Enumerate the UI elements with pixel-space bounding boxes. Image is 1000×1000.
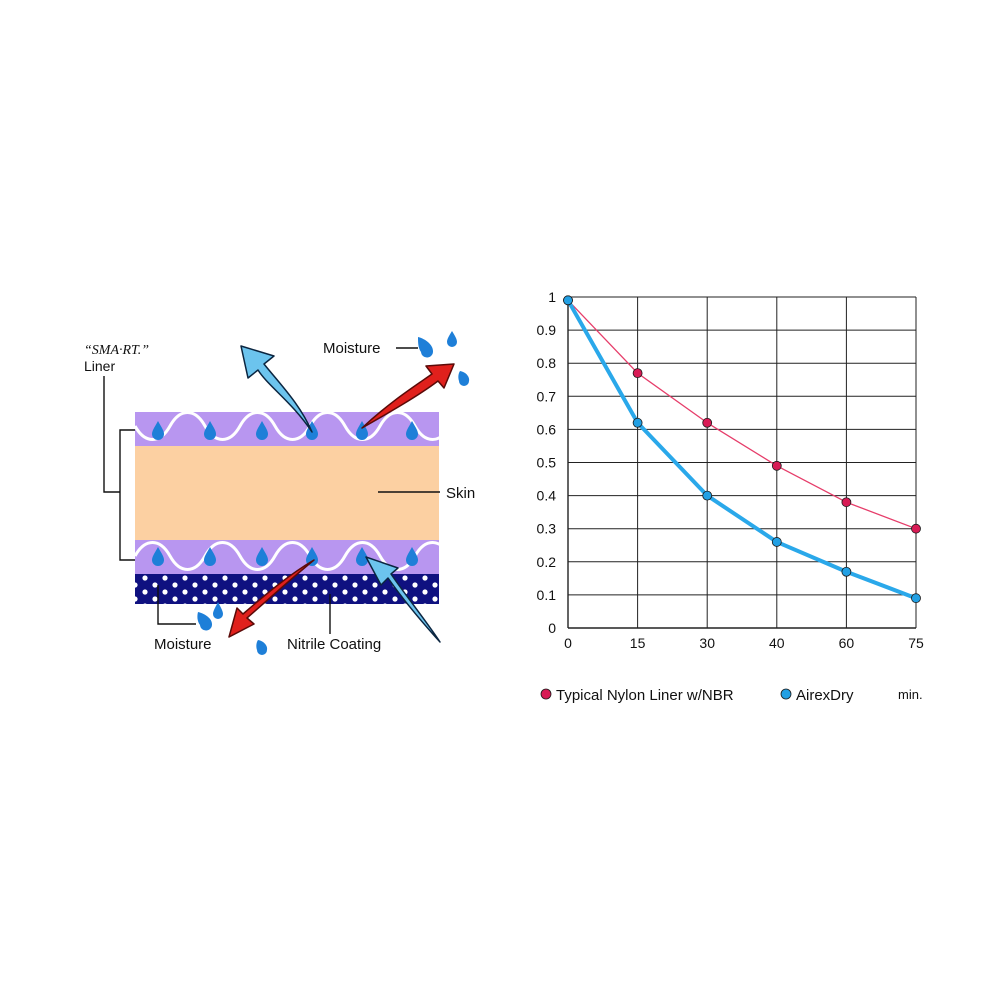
y-tick-label: 0.3 <box>537 521 557 537</box>
water-drop-icon <box>152 547 164 566</box>
x-tick-label: 0 <box>564 635 572 651</box>
water-drop-icon <box>458 371 470 386</box>
blue-arrow-up-left-icon <box>240 345 313 433</box>
data-point <box>632 368 643 379</box>
smart-liner-brand: “SMA·RT.” <box>84 343 149 358</box>
water-drop-icon <box>256 640 268 655</box>
water-drop-icon <box>213 602 223 619</box>
moisture-splash-top <box>418 331 470 386</box>
moisture-splash-bottom <box>197 602 268 655</box>
y-tick-label: 0.1 <box>537 587 557 603</box>
water-drop-icon <box>406 547 418 566</box>
x-axis-unit-label: min. <box>898 687 923 702</box>
leader-lines <box>103 347 440 634</box>
nitrile-coating-label: Nitrile Coating <box>287 636 381 653</box>
x-tick-label: 15 <box>630 635 646 651</box>
water-drop-icon <box>356 421 368 440</box>
red-arrow-down-left-icon <box>228 559 315 638</box>
data-point <box>702 490 713 501</box>
chart: 0 0.1 0.2 0.3 0.4 0.5 0.6 0.7 0.8 0.9 1 0 15 30 40 60 7… <box>537 289 924 704</box>
series-line <box>566 299 917 601</box>
blue-arrow-up-left-from-bottom-icon <box>365 556 441 643</box>
data-point <box>841 497 852 508</box>
x-tick-labels: 0 15 30 40 60 75 <box>564 635 924 651</box>
water-drop-icon <box>447 331 457 347</box>
smart-liner-bracket <box>103 376 120 493</box>
data-point <box>771 460 782 471</box>
water-drop-icon <box>418 337 434 358</box>
x-tick-label: 30 <box>699 635 715 651</box>
y-tick-label: 0.7 <box>537 388 557 404</box>
data-point <box>911 523 921 534</box>
legend-label: AirexDry <box>796 687 854 704</box>
water-drop-icon <box>306 547 318 566</box>
top-fiber-wave <box>135 412 439 441</box>
chart-grid <box>567 296 917 629</box>
y-tick-label: 0.5 <box>537 455 557 471</box>
x-tick-label: 60 <box>839 635 855 651</box>
water-drop-icon <box>406 421 418 440</box>
liner-bracket-right <box>119 429 135 561</box>
water-drop-icon <box>256 547 268 566</box>
x-tick-label: 40 <box>769 635 785 651</box>
data-point <box>911 593 921 604</box>
x-tick-label: 75 <box>908 635 924 651</box>
water-drop-icon <box>204 421 216 440</box>
y-tick-label: 0.8 <box>537 355 557 371</box>
moisture-top-label: Moisture <box>323 340 381 357</box>
water-drop-icon <box>197 612 213 631</box>
data-point <box>632 417 643 428</box>
water-drop-icon <box>356 547 368 566</box>
moisture-bottom-label: Moisture <box>154 636 212 653</box>
chart-legend: Typical Nylon Liner w/NBR AirexDry <box>540 687 854 704</box>
layer-diagram: “SMA·RT.” Liner Moisture Skin Moisture N… <box>84 331 475 655</box>
top-moisture-drops <box>152 421 418 440</box>
legend-label: Typical Nylon Liner w/NBR <box>556 687 734 704</box>
moisture-bottom-leader <box>157 585 196 625</box>
smart-liner-label: Liner <box>84 358 115 374</box>
legend-marker <box>540 688 552 700</box>
y-tick-label: 1 <box>548 289 556 305</box>
data-point <box>841 566 852 577</box>
bottom-moisture-drops <box>152 547 418 566</box>
y-tick-label: 0.6 <box>537 421 557 437</box>
y-tick-labels: 0 0.1 0.2 0.3 0.4 0.5 0.6 0.7 0.8 0.9 1 <box>537 289 557 636</box>
y-tick-label: 0.4 <box>537 488 557 504</box>
legend-marker <box>780 688 792 700</box>
skin-label: Skin <box>446 485 475 502</box>
series-line <box>567 299 917 530</box>
water-drop-icon <box>152 421 164 440</box>
data-point <box>702 417 713 428</box>
water-drop-icon <box>256 421 268 440</box>
data-point <box>563 295 573 306</box>
skin-layer <box>135 446 439 540</box>
y-tick-label: 0 <box>548 620 556 636</box>
top-liner-layer <box>135 412 439 446</box>
chart-series <box>563 295 921 604</box>
y-tick-label: 0.9 <box>537 322 557 338</box>
red-arrow-up-right-icon <box>361 363 455 429</box>
bottom-fiber-wave <box>135 541 439 571</box>
y-tick-label: 0.2 <box>537 554 557 570</box>
water-drop-icon <box>204 547 216 566</box>
data-point <box>771 537 782 547</box>
